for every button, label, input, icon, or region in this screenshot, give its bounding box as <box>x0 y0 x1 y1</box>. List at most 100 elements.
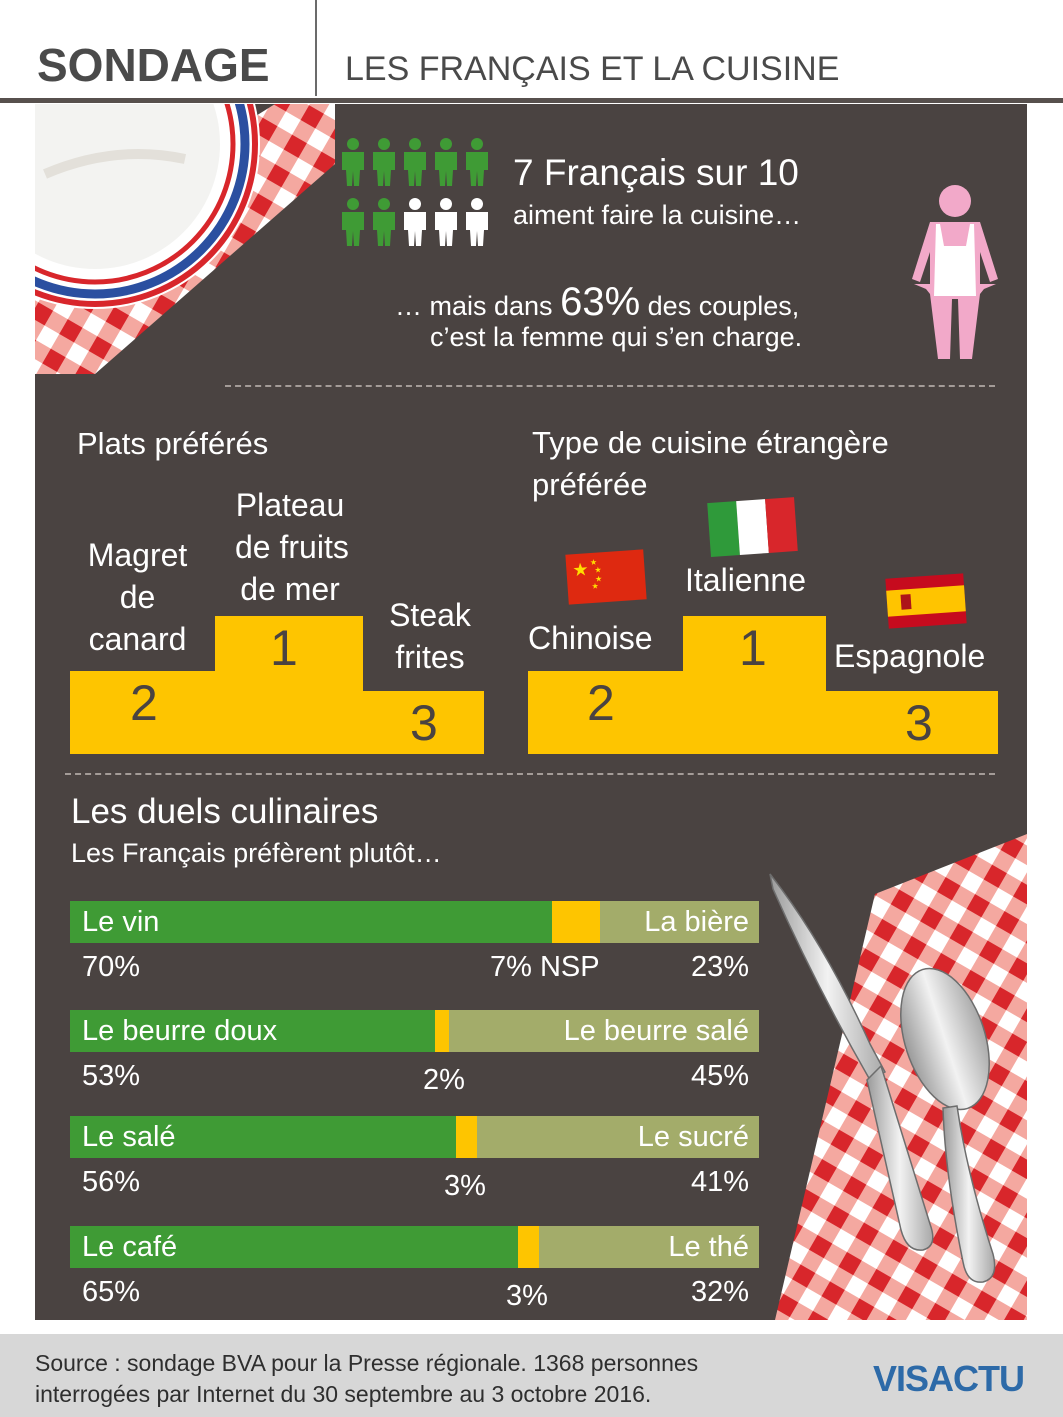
duel-left-pct: 53% <box>82 1060 141 1092</box>
svg-text:★: ★ <box>594 565 602 574</box>
duel-right-label: Le thé <box>668 1231 749 1263</box>
dish-podium-1 <box>215 616 363 754</box>
duel-left-pct: 56% <box>82 1166 141 1198</box>
person-icon <box>342 198 364 246</box>
duel-right-segment <box>449 1010 759 1052</box>
duel-right-segment <box>539 1226 759 1268</box>
svg-text:★: ★ <box>590 558 598 567</box>
header-separator <box>315 0 317 96</box>
duel-left-segment <box>70 1226 518 1268</box>
dish-third-line: Steak <box>389 597 471 633</box>
person-icon <box>404 198 426 246</box>
foreign-podium-1 <box>683 616 826 754</box>
dish-first-label: Plateau de fruits de mer <box>235 484 349 610</box>
dish-second-label: Magret de canard <box>75 534 200 660</box>
dishes-title: Plats préférés <box>77 426 269 461</box>
woman-cook-icon <box>912 185 998 359</box>
duel-bar: Le salé Le sucré <box>70 1116 759 1158</box>
duels-subtitle: Les Français préfèrent plutôt… <box>71 838 442 868</box>
people-icons-7-of-10 <box>342 138 488 246</box>
infographic-panel: 7 Français sur 10 aiment faire la cuisin… <box>35 104 1027 1320</box>
couples-line-1: … mais dans 63% des couples, <box>395 280 799 325</box>
divider-2 <box>65 773 995 775</box>
dish-second-line: de <box>119 579 156 615</box>
duel-left-pct: 70% <box>82 951 141 983</box>
plate-tablecloth-illustration <box>35 104 335 374</box>
dish-second-line: Magret <box>87 537 188 573</box>
italy-flag-icon <box>707 497 798 558</box>
dish-third-label: Steak frites <box>370 594 490 678</box>
duel-bar: Le café Le thé <box>70 1226 759 1268</box>
duel-nsp-segment <box>552 901 600 943</box>
dish-first-line: de mer <box>240 571 340 607</box>
dish-third-line: frites <box>395 639 465 675</box>
svg-text:★: ★ <box>595 574 603 583</box>
header-title: LES FRANÇAIS ET LA CUISINE <box>345 50 840 88</box>
person-icon <box>435 198 457 246</box>
duel-left-pct: 65% <box>82 1276 141 1308</box>
duel-left-label: Le vin <box>82 906 160 938</box>
foreign-first-label: Italienne <box>685 562 806 598</box>
person-icon <box>404 138 426 186</box>
duel-left-segment <box>70 1116 456 1158</box>
dish-first-line: Plateau <box>235 487 345 523</box>
header-kicker: SONDAGE <box>37 39 270 91</box>
china-flag-icon: ★ ★ ★ ★ ★ <box>565 549 647 605</box>
cutlery-tablecloth-illustration <box>769 834 1027 1320</box>
foreign-second-label: Chinoise <box>528 620 653 656</box>
dish-first-line: de fruits <box>235 529 349 565</box>
couples-line-2: c’est la femme qui s’en charge. <box>430 322 803 352</box>
duels-title: Les duels culinaires <box>71 792 379 831</box>
duel-nsp-pct: 7% NSP <box>490 951 600 983</box>
foreign-podium-2 <box>528 671 683 754</box>
duel-nsp-pct: 3% <box>444 1170 486 1202</box>
foreign-third-label: Espagnole <box>834 638 986 674</box>
stat-headline: 7 Français sur 10 <box>513 152 799 193</box>
person-icon <box>466 138 488 186</box>
source-line-2: interrogées par Internet du 30 septembre… <box>35 1381 652 1407</box>
svg-text:★: ★ <box>591 582 599 591</box>
person-icon <box>342 138 364 186</box>
stat-subline: aiment faire la cuisine… <box>513 200 802 230</box>
duel-left-label: Le beurre doux <box>82 1015 278 1047</box>
dish-rank-2: 2 <box>130 675 158 731</box>
dish-podium-3 <box>363 691 484 754</box>
dish-podium-2 <box>70 671 215 754</box>
visactu-logo: VISACTU <box>873 1358 1025 1399</box>
dish-rank-1: 1 <box>270 620 298 676</box>
divider-1 <box>225 385 995 387</box>
foreign-podium-3 <box>826 691 998 754</box>
couples-pct: 63% <box>560 280 641 324</box>
person-icon <box>466 198 488 246</box>
foreign-title-line: préférée <box>532 467 648 502</box>
foreign-title-line: Type de cuisine étrangère <box>532 425 889 460</box>
person-icon <box>373 198 395 246</box>
duel-nsp-pct: 2% <box>423 1064 465 1096</box>
svg-text:★: ★ <box>572 559 590 581</box>
duel-right-label: Le sucré <box>637 1121 749 1153</box>
duel-bar: Le vin La bière <box>70 901 759 943</box>
header-rule <box>0 98 1063 103</box>
spain-flag-icon <box>885 573 967 629</box>
couples-pre: … mais dans <box>395 291 553 321</box>
duel-right-pct: 45% <box>690 1060 749 1092</box>
duel-right-pct: 23% <box>690 951 749 983</box>
foreign-rank-2: 2 <box>587 675 615 731</box>
foreign-rank-1: 1 <box>739 620 767 676</box>
duel-bar: Le beurre doux Le beurre salé <box>70 1010 759 1052</box>
duel-right-label: La bière <box>644 906 749 938</box>
source-line-1: Source : sondage BVA pour la Presse régi… <box>35 1350 699 1376</box>
duel-nsp-segment <box>518 1226 539 1268</box>
header <box>0 0 1063 104</box>
duel-right-pct: 32% <box>690 1276 749 1308</box>
dish-second-line: canard <box>88 621 187 657</box>
footer <box>0 1334 1063 1417</box>
person-icon <box>373 138 395 186</box>
duel-nsp-segment <box>456 1116 477 1158</box>
duel-right-pct: 41% <box>690 1166 749 1198</box>
duel-right-label: Le beurre salé <box>563 1015 749 1047</box>
duel-right-segment <box>600 901 759 943</box>
foreign-rank-3: 3 <box>905 695 933 751</box>
duel-left-label: Le café <box>82 1231 178 1263</box>
duel-nsp-pct: 3% <box>506 1280 548 1312</box>
